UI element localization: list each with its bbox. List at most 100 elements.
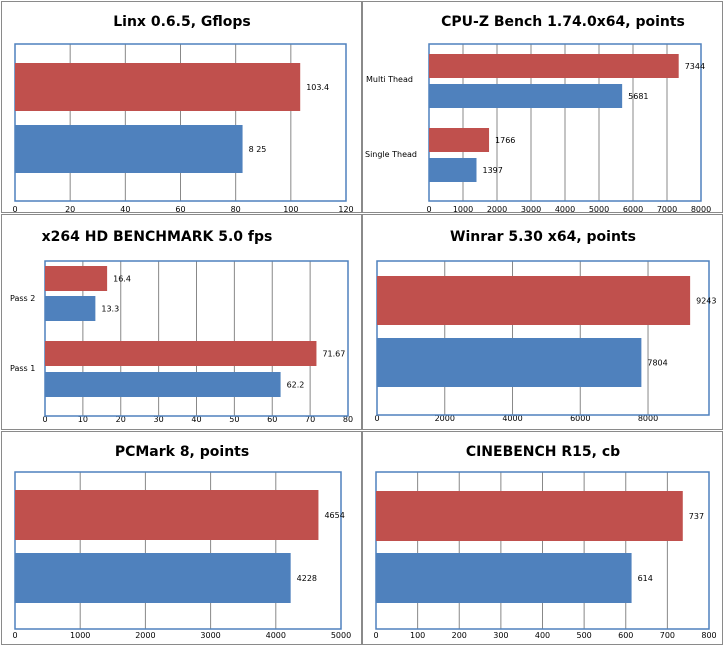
bar-series1-0 [429, 54, 679, 78]
bar-value-label: 103.4 [306, 83, 329, 92]
chart-panel-pcmark: PCMark 8, points 0 1000 2000 3000 4000 5000 465… [1, 431, 362, 645]
x-tick-label: 4000 [555, 205, 575, 214]
x-tick-label: 300 [493, 631, 508, 640]
x-tick-label: 800 [701, 631, 716, 640]
chart-panel-cpuz: CPU-Z Bench 1.74.0x64, points 0 1000 2000 30… [362, 1, 723, 214]
x-tick-label: 5000 [589, 205, 609, 214]
x-tick-label: 500 [576, 631, 591, 640]
bar-series1-0 [45, 266, 108, 291]
x-tick-label: 0 [373, 631, 378, 640]
bar-value-label: 16.4 [113, 275, 131, 284]
x-tick-label: 2000 [435, 414, 455, 423]
bar-series1-0 [377, 276, 691, 325]
x-tick-label: 1000 [70, 631, 90, 640]
x-tick-label: 700 [660, 631, 675, 640]
bar-series1-1 [429, 128, 490, 152]
bar-value-label: 71.67 [322, 350, 345, 359]
chart-svg: CPU-Z Bench 1.74.0x64, points 0 1000 2000 30… [365, 14, 711, 214]
x-tick-label: 5000 [331, 631, 351, 640]
bar-value-label: 13.3 [101, 305, 119, 314]
x-tick-label: 0 [374, 414, 379, 423]
chart-svg: x264 HD BENCHMARK 5.0 fps 0 10 20 30 40 50 60 70… [10, 229, 353, 424]
x-tick-label: 400 [535, 631, 550, 640]
plot-area [44, 260, 349, 417]
x-tick-label: 7000 [657, 205, 677, 214]
chart-title: x264 HD BENCHMARK 5.0 fps [42, 229, 273, 245]
category-label: Single Thead [365, 150, 417, 159]
plot-area [14, 43, 347, 202]
x-tick-label: 0 [42, 415, 47, 424]
x-tick-label: 30 [154, 415, 164, 424]
category-label: Pass 2 [10, 294, 35, 303]
chart-title: Linx 0.6.5, Gflops [113, 14, 250, 30]
x-tick-label: 4000 [502, 414, 522, 423]
bar-value-label: 7344 [685, 62, 705, 71]
chart-title: Winrar 5.30 x64, points [450, 229, 636, 245]
chart-svg: PCMark 8, points 0 1000 2000 3000 4000 5000 465… [12, 444, 351, 640]
bar-series1-1 [45, 341, 317, 366]
bar-series1-0 [15, 490, 319, 540]
chart-title: CPU-Z Bench 1.74.0x64, points [441, 14, 685, 30]
x-tick-label: 0 [426, 205, 431, 214]
plot-area [14, 471, 342, 630]
x-tick-label: 6000 [623, 205, 643, 214]
chart-svg: Winrar 5.30 x64, points 0 2000 4000 6000 8000… [374, 229, 716, 423]
x-tick-label: 3000 [521, 205, 541, 214]
x-tick-label: 0 [12, 205, 17, 214]
bar-series1-0 [15, 63, 301, 111]
plot-area [428, 43, 702, 202]
chart-title: CINEBENCH R15, cb [466, 444, 620, 460]
bar-series2-0 [376, 553, 632, 603]
category-label: Multi Thead [366, 75, 413, 84]
bar-series2-0 [429, 84, 623, 108]
bar-series2-0 [377, 338, 642, 387]
x-tick-label: 50 [229, 415, 239, 424]
x-tick-label: 0 [12, 631, 17, 640]
bar-value-label: 62.2 [287, 381, 305, 390]
x-tick-label: 60 [175, 205, 185, 214]
x-tick-label: 4000 [266, 631, 286, 640]
bar-value-label: 737 [689, 512, 704, 521]
x-tick-label: 1000 [453, 205, 473, 214]
x-tick-label: 2000 [487, 205, 507, 214]
bar-value-label: 4654 [324, 511, 344, 520]
x-tick-label: 8000 [691, 205, 711, 214]
x-tick-label: 60 [267, 415, 277, 424]
x-tick-label: 100 [410, 631, 425, 640]
x-tick-label: 80 [231, 205, 241, 214]
x-tick-label: 100 [283, 205, 298, 214]
bar-value-label: 614 [638, 574, 653, 583]
chart-panel-cinebench: CINEBENCH R15, cb 0 100 200 300 400 500 600 700 8… [362, 431, 723, 645]
chart-panel-linx: Linx 0.6.5, Gflops 0 20 40 60 80 100 120 103.4 8 … [1, 1, 362, 214]
chart-title: PCMark 8, points [115, 444, 249, 460]
x-tick-label: 200 [452, 631, 467, 640]
bar-series2-0 [15, 553, 291, 603]
bar-series1-0 [376, 491, 683, 541]
bar-value-label: 1766 [495, 136, 515, 145]
x-tick-label: 10 [78, 415, 88, 424]
x-tick-label: 40 [191, 415, 201, 424]
chart-panel-x264: x264 HD BENCHMARK 5.0 fps 0 10 20 30 40 50 60 70… [1, 214, 362, 430]
x-tick-label: 3000 [200, 631, 220, 640]
bar-value-label: 4228 [297, 574, 317, 583]
x-tick-label: 80 [343, 415, 353, 424]
category-label: Pass 1 [10, 364, 35, 373]
bar-value-label: 8 25 [249, 145, 267, 154]
x-tick-label: 8000 [638, 414, 658, 423]
x-tick-label: 120 [338, 205, 353, 214]
x-tick-label: 40 [120, 205, 130, 214]
x-tick-label: 20 [116, 415, 126, 424]
bar-value-label: 9243 [696, 297, 716, 306]
chart-svg: CINEBENCH R15, cb 0 100 200 300 400 500 600 700 8… [373, 444, 716, 640]
plot-area [375, 471, 710, 630]
bar-value-label: 5681 [628, 92, 648, 101]
bar-value-label: 1397 [482, 166, 502, 175]
x-tick-label: 6000 [570, 414, 590, 423]
x-tick-label: 70 [305, 415, 315, 424]
bar-value-label: 7804 [647, 359, 667, 368]
bar-series2-1 [45, 372, 281, 397]
bar-series2-1 [429, 158, 477, 182]
chart-panel-winrar: Winrar 5.30 x64, points 0 2000 4000 6000 8000… [362, 214, 723, 430]
chart-svg: Linx 0.6.5, Gflops 0 20 40 60 80 100 120 103.4 8 … [12, 14, 353, 214]
x-tick-label: 20 [65, 205, 75, 214]
